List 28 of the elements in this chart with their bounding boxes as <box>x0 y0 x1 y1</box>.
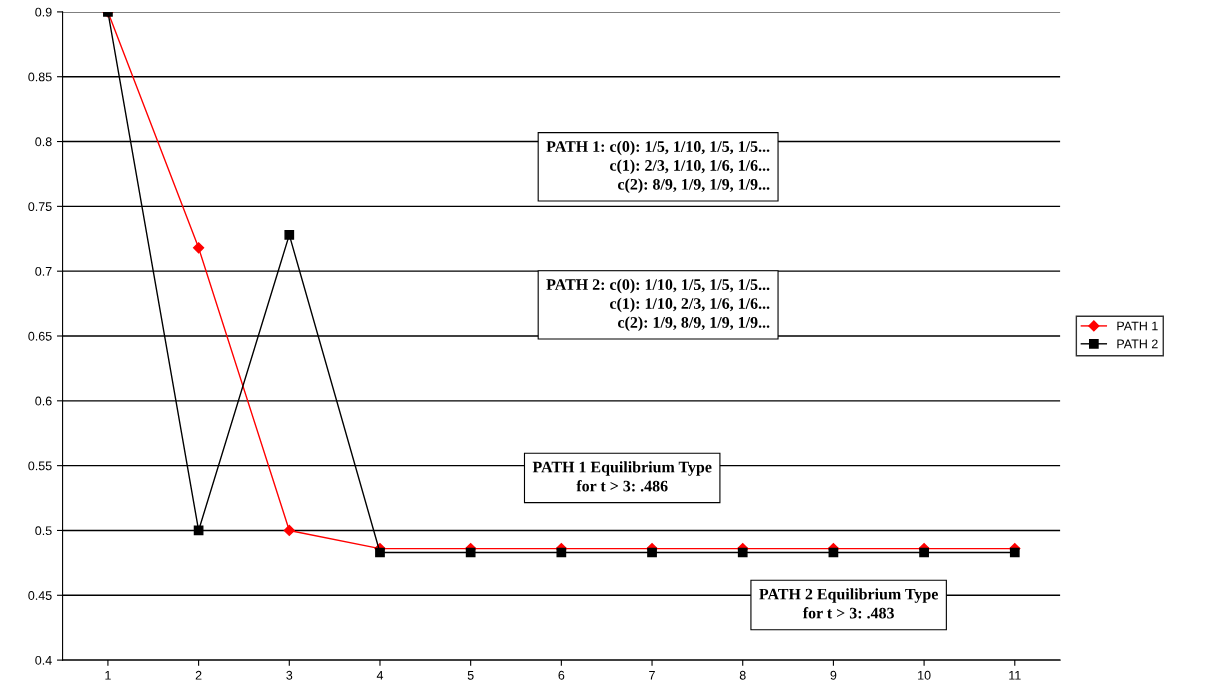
y-tick-label: 0.55 <box>28 461 52 471</box>
annotation: PATH 1: c(0): 1/5, 1/10, 1/5, 1/5... c(1): 2/3, 1/10, 1/6, 1/6... c(2): 8/9, 1/9, 1/9, 1/9... <box>546 140 770 193</box>
x-tick-label: 11 <box>1009 670 1021 680</box>
y-tick-label: 0.75 <box>28 202 52 212</box>
y-tick-label: 0.7 <box>35 266 52 276</box>
x-tick-label: 8 <box>739 670 746 680</box>
x-tick-label: 7 <box>649 670 655 680</box>
legend-label: PATH 2 <box>1117 339 1158 349</box>
y-tick-label: 0.85 <box>28 72 52 82</box>
y-tick-label: 0.45 <box>28 591 52 600</box>
y-tick-label: 0.8 <box>35 137 52 147</box>
x-tick-label: 3 <box>286 670 293 680</box>
x-tick-label: 1 <box>105 670 111 680</box>
x-tick-label: 10 <box>918 670 931 680</box>
y-tick-label: 0.6 <box>35 396 52 406</box>
annotation: PATH 2: c(0): 1/10, 1/5, 1/5, 1/5... c(1): 1/10, 2/3, 1/6, 1/6... c(2): 1/9, 8/9, 1/9, 1/9... <box>546 278 770 332</box>
y-tick-label: 0.65 <box>28 331 52 341</box>
annotation: PATH 1 Equilibrium Type for t > 3: .486 <box>532 461 712 492</box>
legend-label: PATH 1 <box>1117 321 1158 331</box>
y-tick-label: 0.4 <box>35 655 52 665</box>
y-tick-label: 0.9 <box>35 7 52 17</box>
x-tick-label: 9 <box>830 670 837 680</box>
x-tick-label: 2 <box>195 670 202 680</box>
x-tick-label: 5 <box>467 670 474 680</box>
x-tick-label: 6 <box>558 670 565 680</box>
annotation: PATH 2 Equilibrium Type for t > 3: .483 <box>759 588 938 619</box>
x-tick-label: 4 <box>376 670 384 680</box>
y-tick-label: 0.5 <box>35 526 52 536</box>
